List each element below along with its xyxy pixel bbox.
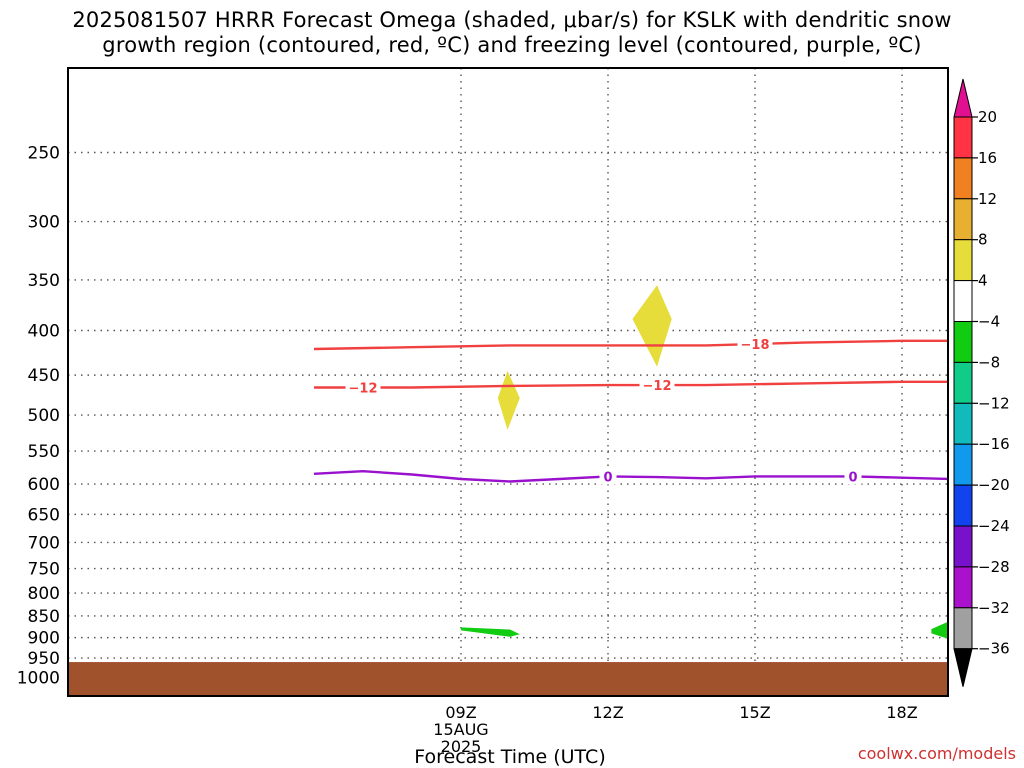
grid bbox=[68, 68, 948, 696]
colorbar-label: −8 bbox=[978, 353, 1000, 371]
colorbar-label: −16 bbox=[978, 435, 1010, 453]
y-tick-label: 550 bbox=[28, 442, 60, 462]
colorbar-bin bbox=[953, 402, 973, 445]
title-line-2: growth region (contoured, red, ºC) and f… bbox=[102, 33, 922, 57]
x-tick-label: 2025 bbox=[441, 737, 482, 756]
y-tick-label: 500 bbox=[28, 406, 60, 426]
contour-label: −12 bbox=[643, 379, 672, 394]
title-line-1: 2025081507 HRRR Forecast Omega (shaded, … bbox=[72, 8, 952, 32]
x-tick-label: 15AUG bbox=[433, 720, 488, 739]
colorbar-bottom-arrow bbox=[953, 648, 973, 687]
colorbar-bin bbox=[953, 607, 973, 650]
colorbar-bin bbox=[953, 484, 973, 527]
colorbar-top-arrow bbox=[953, 78, 973, 118]
ground-fill bbox=[68, 662, 948, 696]
x-axis-label: Forecast Time (UTC) bbox=[414, 746, 606, 768]
colorbar-label: −12 bbox=[978, 394, 1010, 412]
contour-label-bg bbox=[639, 377, 675, 394]
colorbar-bin bbox=[953, 525, 973, 568]
y-tick-label: 1000 bbox=[17, 669, 60, 689]
contour-label: −18 bbox=[741, 338, 770, 353]
contour-label-bg bbox=[345, 379, 381, 396]
plot-frame bbox=[67, 67, 949, 697]
colorbar-label: 12 bbox=[978, 190, 997, 208]
colorbar-label: 4 bbox=[978, 272, 988, 290]
colorbar-bin bbox=[953, 116, 973, 159]
y-tick-label: 650 bbox=[28, 505, 60, 525]
contours: −18−18−12−12−12000 bbox=[313, 335, 948, 485]
x-tick-label: 12Z bbox=[592, 703, 623, 722]
colorbar-label: 20 bbox=[978, 108, 997, 126]
omega-region-3 bbox=[931, 621, 948, 639]
y-tick-label: 900 bbox=[28, 629, 60, 649]
contour-line-2 bbox=[313, 469, 948, 483]
colorbar-bin bbox=[953, 566, 973, 609]
colorbar-bin bbox=[953, 239, 973, 282]
y-tick-label: 850 bbox=[28, 607, 60, 627]
y-tick-label: 700 bbox=[28, 533, 60, 553]
colorbar-label: −20 bbox=[978, 476, 1010, 494]
y-tick-label: 950 bbox=[28, 649, 60, 669]
chart-title: 2025081507 HRRR Forecast Omega (shaded, … bbox=[0, 8, 1024, 58]
omega-region-1 bbox=[497, 370, 520, 430]
colorbar-label: −28 bbox=[978, 558, 1010, 576]
colorbar-bin bbox=[953, 157, 973, 200]
y-tick-label: 350 bbox=[28, 271, 60, 291]
y-tick-label: 250 bbox=[28, 144, 60, 164]
colorbar-label: −24 bbox=[978, 517, 1010, 535]
omega-region-0 bbox=[632, 285, 672, 367]
contour-label-bg bbox=[737, 335, 773, 352]
colorbar-bin bbox=[953, 361, 973, 404]
x-tick-label: 18Z bbox=[886, 703, 917, 722]
y-tick-label: 400 bbox=[28, 322, 60, 342]
y-tick-label: 300 bbox=[28, 213, 60, 233]
site-credit: coolwx.com/models bbox=[857, 744, 1016, 763]
y-tick-label: 800 bbox=[28, 584, 60, 604]
colorbar-bin bbox=[953, 198, 973, 241]
contour-line-0 bbox=[313, 339, 948, 351]
x-tick-label: 09Z bbox=[445, 703, 476, 722]
colorbar-bin bbox=[953, 321, 973, 363]
y-tick-label: 750 bbox=[28, 560, 60, 580]
omega-region-2 bbox=[461, 627, 520, 637]
contour-label: −12 bbox=[349, 382, 378, 397]
x-axis: 09Z15AUG202512Z15Z18Z21Z00Z16AUG bbox=[433, 703, 917, 756]
colorbar-bin bbox=[953, 443, 973, 486]
contour-label: 0 bbox=[848, 470, 857, 485]
contour-label: 0 bbox=[603, 470, 612, 485]
colorbar-label: −32 bbox=[978, 599, 1010, 617]
y-axis: 2503003504004505005506006507007508008509… bbox=[17, 144, 60, 689]
contour-line-1 bbox=[314, 380, 948, 389]
colorbar-label: 8 bbox=[978, 231, 988, 249]
contour-label-bg bbox=[844, 468, 862, 485]
x-tick-label: 15Z bbox=[739, 703, 770, 722]
y-tick-label: 600 bbox=[28, 475, 60, 495]
colorbar-bin bbox=[953, 280, 973, 323]
colorbar-label: −4 bbox=[978, 313, 1000, 331]
colorbar: 20 16 12 8 4 −4 −8 −12 −16 −20 −24 −28 −32 −36 bbox=[953, 78, 1010, 687]
y-tick-label: 450 bbox=[28, 366, 60, 386]
contour-label-bg bbox=[599, 468, 617, 485]
colorbar-label: 16 bbox=[978, 149, 997, 167]
colorbar-label: −36 bbox=[978, 640, 1010, 658]
